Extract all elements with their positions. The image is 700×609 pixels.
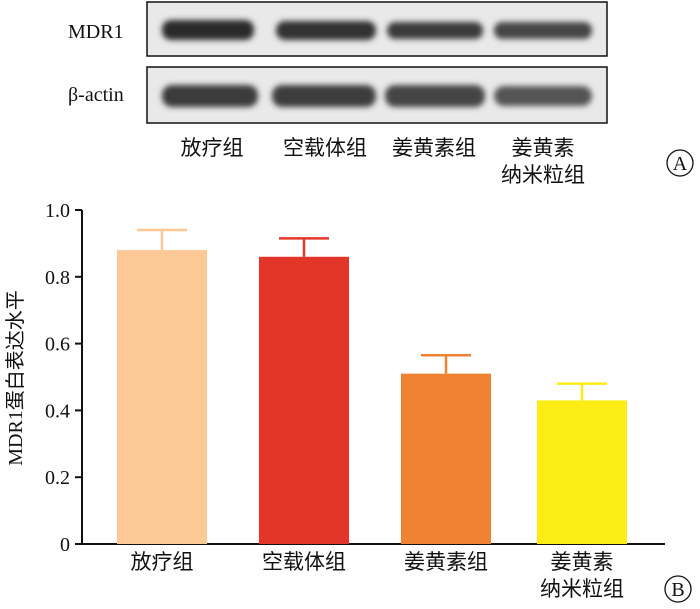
lane-label: 空载体组 xyxy=(283,136,367,160)
y-axis-title: MDR1蛋白表达水平 xyxy=(4,290,27,466)
y-tick-label: 0.6 xyxy=(45,334,70,356)
bar xyxy=(401,373,491,544)
y-ticks: 0 0.2 0.4 0.6 0.8 1.0 xyxy=(45,200,82,556)
y-tick-label: 0.8 xyxy=(45,267,70,289)
blot-row-label-mdr1: MDR1 xyxy=(68,21,124,43)
bar xyxy=(259,256,349,544)
lane-label: 放疗组 xyxy=(181,136,244,160)
x-tick-label: 姜黄素组 xyxy=(404,550,488,574)
panel-tag-circle xyxy=(664,575,692,603)
x-tick-label-line2: 纳米粒组 xyxy=(540,577,624,601)
y-tick-label: 0.4 xyxy=(45,400,70,422)
lane-label-line2: 纳米粒组 xyxy=(501,163,585,187)
panel-tag-b: B xyxy=(664,575,692,603)
y-tick-label: 0.2 xyxy=(45,467,70,489)
blot-band xyxy=(272,85,376,107)
blot-band xyxy=(276,21,376,40)
blot-band xyxy=(162,20,254,40)
bar xyxy=(117,250,207,544)
blot-row-label-actin: β-actin xyxy=(68,84,124,106)
blot-lane-labels: 放疗组 空载体组 姜黄素组 姜黄素 纳米粒组 xyxy=(181,136,586,187)
blot-panel: MDR1 β-actin 放疗组 空载体组 姜黄素组 姜黄素 纳米粒组 xyxy=(68,1,694,187)
panel-tag-a: A xyxy=(666,149,694,177)
blot-band xyxy=(162,85,258,107)
x-tick-label: 姜黄素 xyxy=(551,550,614,574)
blot-band xyxy=(385,85,485,107)
bar xyxy=(537,400,627,544)
blot-band xyxy=(387,22,483,39)
lane-label: 姜黄素组 xyxy=(392,136,476,160)
lane-label: 姜黄素 xyxy=(512,136,575,160)
blot-bands-actin xyxy=(162,85,592,107)
x-tick-label: 空载体组 xyxy=(262,550,346,574)
panel-tag-label: B xyxy=(671,579,684,601)
blot-bands-mdr1 xyxy=(162,20,592,40)
x-tick-label: 放疗组 xyxy=(131,550,194,574)
y-tick-label: 0 xyxy=(60,534,70,556)
panel-tag-label: A xyxy=(673,153,688,175)
bar-chart: MDR1蛋白表达水平 0 0.2 0.4 0.6 0.8 1.0 放疗组 空载体组 姜黄素组 姜… xyxy=(4,200,692,603)
y-tick-label: 1.0 xyxy=(45,200,70,222)
blot-band xyxy=(494,86,592,106)
blot-band xyxy=(494,22,592,39)
panel-tag-circle xyxy=(666,149,694,177)
bars xyxy=(117,228,627,544)
